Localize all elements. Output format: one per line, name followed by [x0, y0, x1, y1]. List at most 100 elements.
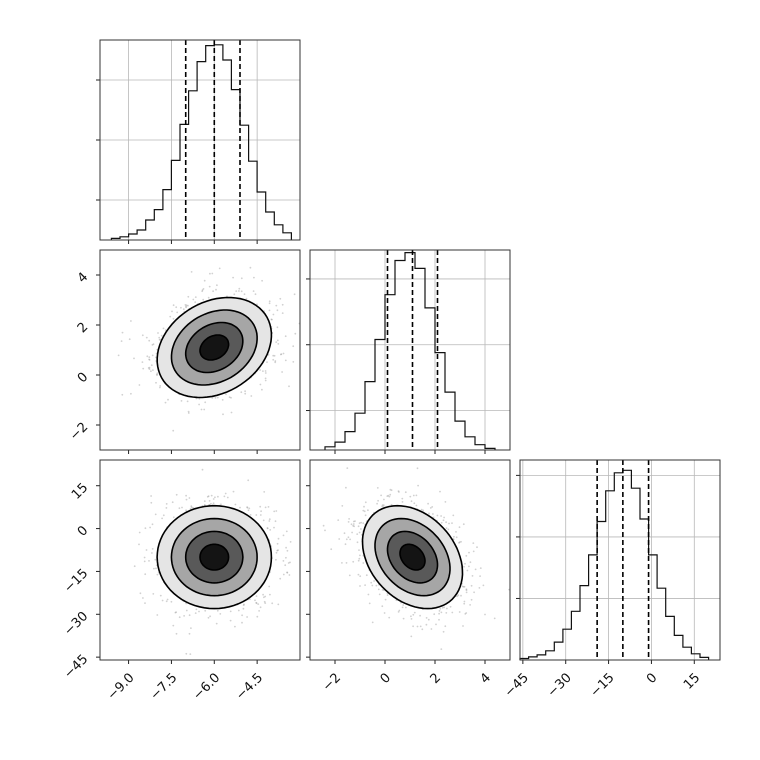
- sample-point: [273, 510, 276, 513]
- sample-point: [413, 502, 416, 505]
- sample-point: [142, 597, 144, 599]
- sample-point: [253, 276, 255, 279]
- sample-point: [371, 584, 374, 587]
- sample-point: [207, 296, 210, 299]
- sample-point: [155, 381, 157, 384]
- sample-point: [272, 313, 275, 316]
- sample-point: [171, 501, 174, 504]
- sample-point: [167, 398, 169, 401]
- sample-point: [208, 500, 211, 502]
- sample-point: [239, 506, 241, 509]
- sample-point: [422, 509, 425, 512]
- sample-point: [463, 600, 466, 603]
- sample-point: [178, 507, 181, 510]
- sample-point: [175, 632, 178, 635]
- sample-point: [293, 293, 296, 296]
- sample-point: [151, 548, 154, 550]
- sample-point: [250, 395, 253, 397]
- sample-point: [452, 514, 455, 517]
- sample-point: [151, 354, 154, 357]
- sample-point: [274, 361, 277, 364]
- sample-point: [150, 495, 153, 497]
- sample-point: [473, 591, 475, 594]
- sample-point: [425, 617, 428, 619]
- sample-point: [223, 495, 226, 498]
- sample-point: [144, 527, 147, 530]
- sample-point: [144, 573, 147, 576]
- sample-point: [413, 611, 416, 614]
- sample-point: [190, 505, 193, 508]
- sample-point: [178, 616, 181, 619]
- sample-point: [215, 288, 217, 291]
- sample-point: [358, 557, 361, 560]
- sample-point: [267, 506, 270, 508]
- sample-point: [156, 372, 159, 375]
- sample-point: [156, 614, 159, 616]
- scatter-panel-0-1: [96, 249, 301, 454]
- sample-point: [431, 506, 434, 508]
- sample-point: [175, 611, 178, 614]
- sample-point: [149, 526, 152, 529]
- sample-point: [380, 494, 382, 497]
- sample-point: [185, 304, 188, 307]
- sample-point: [363, 505, 365, 508]
- y-tick-label: 4: [75, 270, 91, 286]
- sample-point: [397, 611, 400, 613]
- sample-point: [410, 615, 412, 618]
- sample-point: [353, 525, 355, 528]
- sample-point: [234, 503, 237, 506]
- sample-point: [285, 556, 287, 559]
- sample-point: [274, 520, 277, 523]
- sample-point: [472, 542, 475, 544]
- sample-point: [268, 309, 271, 312]
- panel-frame: [99, 39, 301, 241]
- sample-point: [262, 593, 264, 596]
- sample-point: [416, 625, 419, 628]
- sample-point: [358, 522, 361, 525]
- sample-point: [455, 536, 458, 539]
- sample-point: [365, 574, 368, 577]
- sample-point: [390, 489, 393, 492]
- sample-point: [468, 551, 470, 554]
- sample-point: [260, 510, 262, 513]
- sample-point: [192, 298, 195, 301]
- sample-point: [182, 308, 185, 311]
- sample-point: [249, 598, 251, 601]
- sample-point: [376, 487, 379, 489]
- sample-point: [214, 397, 217, 399]
- sample-point: [159, 338, 162, 341]
- sample-point: [440, 521, 443, 524]
- sample-point: [417, 484, 419, 487]
- sample-point: [121, 331, 124, 334]
- sample-point: [462, 523, 465, 526]
- sample-point: [174, 611, 177, 614]
- sample-point: [198, 610, 200, 613]
- sample-point: [272, 358, 275, 361]
- sample-point: [165, 507, 168, 509]
- sample-point: [189, 653, 192, 655]
- sample-point: [465, 591, 468, 594]
- sample-point: [440, 515, 442, 517]
- y-tick-label: −45: [61, 652, 91, 682]
- sample-point: [479, 567, 482, 569]
- sample-point: [206, 495, 209, 498]
- sample-point: [428, 512, 430, 515]
- sample-point: [148, 560, 150, 562]
- sample-point: [264, 379, 267, 382]
- histogram-panel-0: [96, 39, 301, 244]
- sample-point: [270, 318, 273, 321]
- sample-point: [433, 613, 436, 616]
- sample-point: [166, 598, 169, 601]
- sample-point: [288, 574, 291, 576]
- sample-point: [468, 565, 470, 568]
- sample-point: [465, 612, 468, 614]
- sample-point: [148, 339, 151, 342]
- sample-point: [209, 272, 211, 275]
- x-tick-label: 4: [478, 670, 494, 686]
- sample-point: [360, 528, 362, 530]
- sample-point: [138, 543, 140, 546]
- sample-point: [172, 304, 175, 307]
- sample-point: [208, 285, 211, 288]
- sample-point: [444, 501, 447, 503]
